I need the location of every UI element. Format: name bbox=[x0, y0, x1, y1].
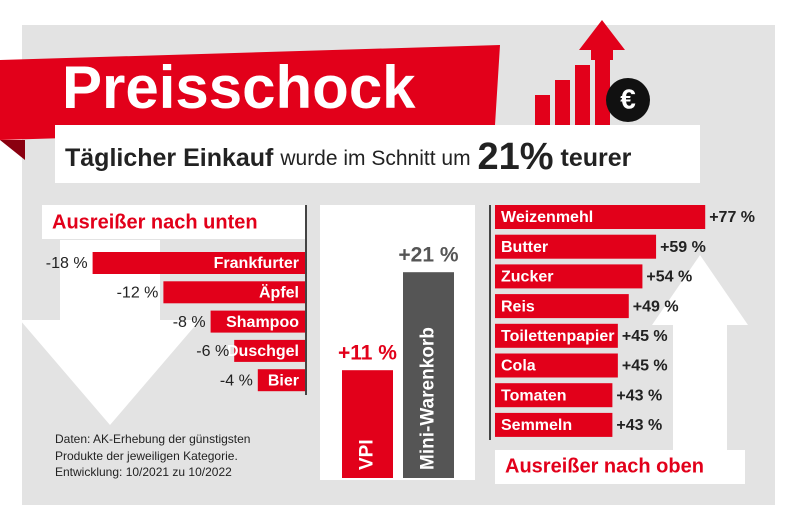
bar bbox=[495, 205, 706, 229]
category-label: Zucker bbox=[501, 269, 553, 286]
value-label: +11 % bbox=[338, 342, 397, 365]
value-label: +43 % bbox=[616, 387, 662, 404]
banner-fold bbox=[0, 140, 25, 160]
value-label: +21 % bbox=[398, 244, 458, 267]
category-label: Tomaten bbox=[501, 387, 566, 404]
value-label: +77 % bbox=[709, 209, 755, 226]
subtitle-end: teurer bbox=[561, 144, 632, 172]
category-label: Shampoo bbox=[226, 314, 299, 331]
bar bbox=[163, 281, 305, 304]
value-label: -8 % bbox=[173, 314, 206, 331]
euro-badge bbox=[606, 78, 650, 122]
category-label: Semmeln bbox=[501, 417, 572, 434]
rising-icon bbox=[535, 20, 625, 125]
value-label: +49 % bbox=[633, 298, 679, 315]
bar bbox=[234, 339, 305, 362]
category-label: Bier bbox=[268, 372, 299, 389]
title-banner bbox=[0, 45, 500, 140]
category-label: Mini-Warenkorb bbox=[418, 327, 439, 470]
bar bbox=[495, 412, 613, 437]
bar bbox=[495, 294, 629, 319]
value-label: -4 % bbox=[220, 372, 253, 389]
title: Preisschock bbox=[62, 54, 416, 121]
subtitle-figure: 21% bbox=[478, 136, 554, 178]
bar bbox=[495, 234, 657, 259]
category-label: Duschgel bbox=[227, 343, 299, 360]
right-title-box bbox=[495, 450, 745, 484]
category-label: VPI bbox=[357, 439, 378, 470]
value-label: +45 % bbox=[622, 328, 668, 345]
category-label: Butter bbox=[501, 239, 548, 256]
value-label: +43 % bbox=[616, 417, 662, 434]
subtitle-box bbox=[55, 125, 700, 183]
value-label: +54 % bbox=[646, 269, 692, 286]
subtitle-bold: Täglicher Einkauf bbox=[65, 144, 274, 172]
subtitle: Täglicher Einkauf wurde im Schnitt um 21… bbox=[65, 136, 632, 178]
category-label: Cola bbox=[501, 358, 536, 375]
category-label: Äpfel bbox=[259, 284, 299, 302]
value-label: -6 % bbox=[196, 343, 229, 360]
bar bbox=[92, 252, 305, 274]
subtitle-middle: wurde im Schnitt um bbox=[279, 147, 470, 170]
bar bbox=[495, 383, 613, 408]
left-title: Ausreißer nach unten bbox=[52, 211, 258, 233]
up-arrow bbox=[652, 255, 748, 455]
category-label: Reis bbox=[501, 298, 535, 315]
bar bbox=[342, 370, 393, 478]
value-label: +45 % bbox=[622, 358, 668, 375]
source-line: Entwicklung: 10/2021 zu 10/2022 bbox=[55, 465, 232, 479]
right-title: Ausreißer nach oben bbox=[505, 455, 704, 477]
value-label: +59 % bbox=[660, 239, 706, 256]
source-line: Daten: AK-Erhebung der günstigsten bbox=[55, 432, 250, 446]
bar bbox=[495, 264, 643, 289]
value-label: -12 % bbox=[117, 285, 159, 302]
category-label: Toilettenpapier bbox=[501, 328, 615, 345]
category-label: Frankfurter bbox=[214, 255, 299, 272]
category-label: Weizenmehl bbox=[501, 209, 593, 226]
value-label: -18 % bbox=[46, 255, 88, 272]
source-line: Produkte der jeweiligen Kategorie. bbox=[55, 449, 238, 463]
bar bbox=[403, 272, 454, 478]
down-arrow bbox=[20, 240, 200, 425]
left-title-box bbox=[42, 205, 305, 239]
bar bbox=[495, 323, 618, 348]
bar bbox=[495, 353, 618, 378]
source: Daten: AK-Erhebung der günstigsten Produ… bbox=[55, 432, 250, 479]
bar bbox=[257, 369, 305, 392]
euro-sign: € bbox=[620, 83, 636, 114]
bar bbox=[210, 310, 305, 333]
